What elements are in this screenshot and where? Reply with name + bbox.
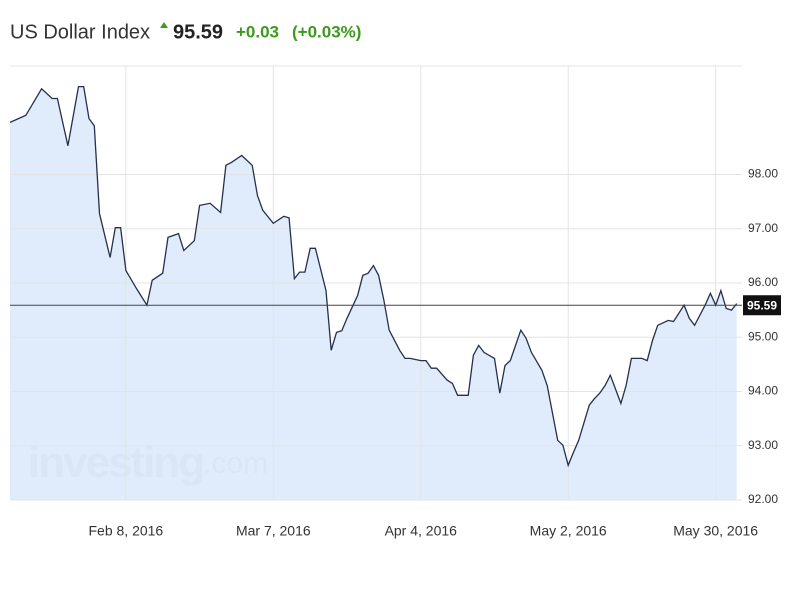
- last-price-label: 95.59: [747, 298, 777, 312]
- y-tick-label: 95.00: [748, 329, 778, 343]
- y-tick-label: 98.00: [748, 167, 778, 181]
- y-tick-label: 92.00: [748, 492, 778, 506]
- up-arrow: [160, 22, 168, 28]
- x-tick-label: Mar 7, 2016: [236, 523, 311, 539]
- area: [10, 86, 737, 500]
- x-tick-label: May 2, 2016: [530, 523, 607, 539]
- change-percent: (+0.03%): [292, 22, 361, 41]
- y-tick-label: 93.00: [748, 438, 778, 452]
- chart-title: US Dollar Index: [10, 21, 150, 43]
- y-tick-label: 94.00: [748, 384, 778, 398]
- last-price-box: [743, 295, 781, 316]
- x-tick-label: May 30, 2016: [673, 523, 758, 539]
- price-line: [9, 85, 738, 468]
- y-tick-label: 97.00: [748, 221, 778, 235]
- last-price: 95.59: [173, 21, 223, 43]
- change: +0.03: [236, 22, 279, 41]
- y-tick-label: 96.00: [748, 275, 778, 289]
- x-tick-label: Apr 4, 2016: [385, 523, 458, 539]
- x-tick-label: Feb 8, 2016: [88, 523, 163, 539]
